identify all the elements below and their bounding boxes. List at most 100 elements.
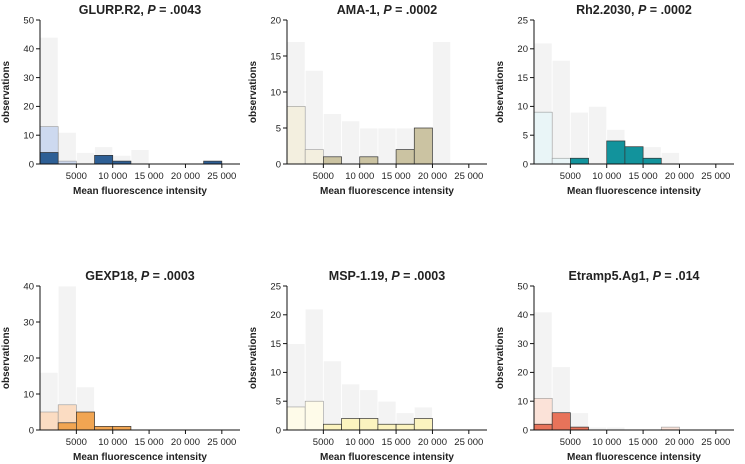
panel-msp-1-19: 0 5 10 15 20 25 5000 10 000 15 000 20 000 25 000Me… (248, 269, 487, 463)
y-axis-label: observations (495, 60, 506, 123)
bar-dark (624, 146, 644, 165)
y-axis-label: observations (495, 326, 506, 389)
bar-dark (323, 156, 342, 165)
panel-title-separator: , (631, 3, 638, 17)
bar-dark (570, 157, 589, 165)
x-tick-label: 20 000 (171, 171, 200, 182)
y-tick-label: 20 (270, 310, 281, 321)
x-tick-label: 5000 (313, 171, 334, 182)
y-tick-label: 30 (517, 339, 528, 350)
p-label: P (638, 3, 647, 17)
x-tick-label: 10 000 (98, 437, 127, 448)
bar-light (286, 406, 306, 431)
x-tick-label: 25 000 (701, 437, 730, 448)
bar-background (377, 127, 397, 165)
y-tick-label: 15 (270, 51, 281, 62)
panel-title-name: Etramp5.Ag1 (569, 269, 646, 283)
x-tick-label: 5000 (66, 437, 87, 448)
p-label: P (383, 3, 392, 17)
bar-background (569, 111, 589, 165)
p-label: P (391, 269, 400, 283)
bar-dark (377, 423, 397, 431)
bar-dark (551, 412, 571, 431)
panel-gexp18: 0 10 20 30 40 5000 10 000 15 000 20 000 25 000Mea… (1, 269, 240, 463)
y-tick-label: 0 (276, 159, 281, 170)
x-tick-label: 15 000 (382, 171, 411, 182)
y-tick-label: 40 (517, 310, 528, 321)
y-axis-label: observations (248, 60, 259, 123)
bar-light (551, 157, 571, 165)
x-tick-label: 25 000 (454, 437, 483, 448)
bar-dark (359, 156, 379, 165)
panel-title: Rh2.2030, P = .0002 (576, 3, 692, 17)
y-tick-label: 20 (517, 368, 528, 379)
bar-light (39, 411, 59, 431)
bar-dark (341, 418, 361, 431)
bar-dark (94, 426, 114, 431)
bar-dark (94, 155, 114, 165)
x-tick-label: 10 000 (345, 437, 374, 448)
bar-light (304, 149, 324, 165)
bar-dark (76, 411, 95, 431)
x-axis-label: Mean fluorescence intensity (320, 186, 454, 197)
x-tick-label: 20 000 (665, 437, 694, 448)
y-tick-label: 0 (29, 425, 34, 436)
bar-dark (413, 418, 433, 431)
y-tick-label: 0 (29, 159, 34, 170)
panel-title-separator: , (376, 3, 383, 17)
x-axis-label: Mean fluorescence intensity (320, 452, 454, 463)
panel-title-name: AMA-1 (337, 3, 377, 17)
y-tick-label: 25 (270, 281, 281, 292)
x-tick-label: 20 000 (418, 437, 447, 448)
p-value: = .0043 (156, 3, 202, 17)
bar-light (533, 111, 553, 165)
y-tick-label: 10 (23, 131, 34, 142)
p-value: = .0003 (400, 269, 446, 283)
y-tick-label: 40 (23, 44, 34, 55)
y-tick-label: 15 (270, 339, 281, 350)
x-tick-label: 25 000 (207, 437, 236, 448)
x-tick-label: 10 000 (592, 437, 621, 448)
x-tick-label: 5000 (66, 171, 87, 182)
x-axis-label: Mean fluorescence intensity (73, 186, 207, 197)
bar-dark (323, 423, 342, 431)
y-tick-label: 5 (523, 131, 528, 142)
y-tick-label: 15 (517, 73, 528, 84)
panel-title-separator: , (384, 269, 391, 283)
y-tick-label: 50 (23, 15, 34, 26)
x-tick-label: 25 000 (701, 171, 730, 182)
bar-dark (359, 418, 379, 431)
bar-background (130, 149, 150, 165)
y-tick-label: 5 (276, 397, 281, 408)
y-tick-label: 20 (23, 353, 34, 364)
y-tick-label: 5 (276, 123, 281, 134)
panel-title-name: MSP-1.19 (329, 269, 385, 283)
y-tick-label: 10 (23, 389, 34, 400)
p-value: = .0002 (392, 3, 438, 17)
x-tick-label: 25 000 (454, 171, 483, 182)
y-tick-label: 10 (270, 368, 281, 379)
y-tick-label: 40 (23, 281, 34, 292)
x-tick-label: 15 000 (382, 437, 411, 448)
panel-glurp-r2: 0 10 20 30 40 50 5000 10 000 15 000 20 000 25 000M… (1, 3, 240, 197)
panel-title-name: GEXP18 (85, 269, 134, 283)
x-tick-label: 20 000 (665, 171, 694, 182)
bar-dark (395, 423, 415, 431)
x-tick-label: 5000 (560, 437, 581, 448)
bar-light (304, 400, 324, 431)
p-value: = .014 (661, 269, 700, 283)
bar-dark (533, 423, 553, 431)
bar-background (551, 59, 571, 165)
y-tick-label: 0 (523, 159, 528, 170)
panel-title: AMA-1, P = .0002 (337, 3, 437, 17)
y-axis-label: observations (1, 60, 12, 123)
x-tick-label: 25 000 (207, 171, 236, 182)
x-tick-label: 15 000 (135, 171, 164, 182)
bar-background (322, 360, 342, 431)
p-label: P (141, 269, 150, 283)
bar-background (57, 131, 77, 165)
panel-title: GLURP.R2, P = .0043 (79, 3, 201, 17)
y-tick-label: 30 (23, 317, 34, 328)
bar-dark (57, 422, 77, 431)
